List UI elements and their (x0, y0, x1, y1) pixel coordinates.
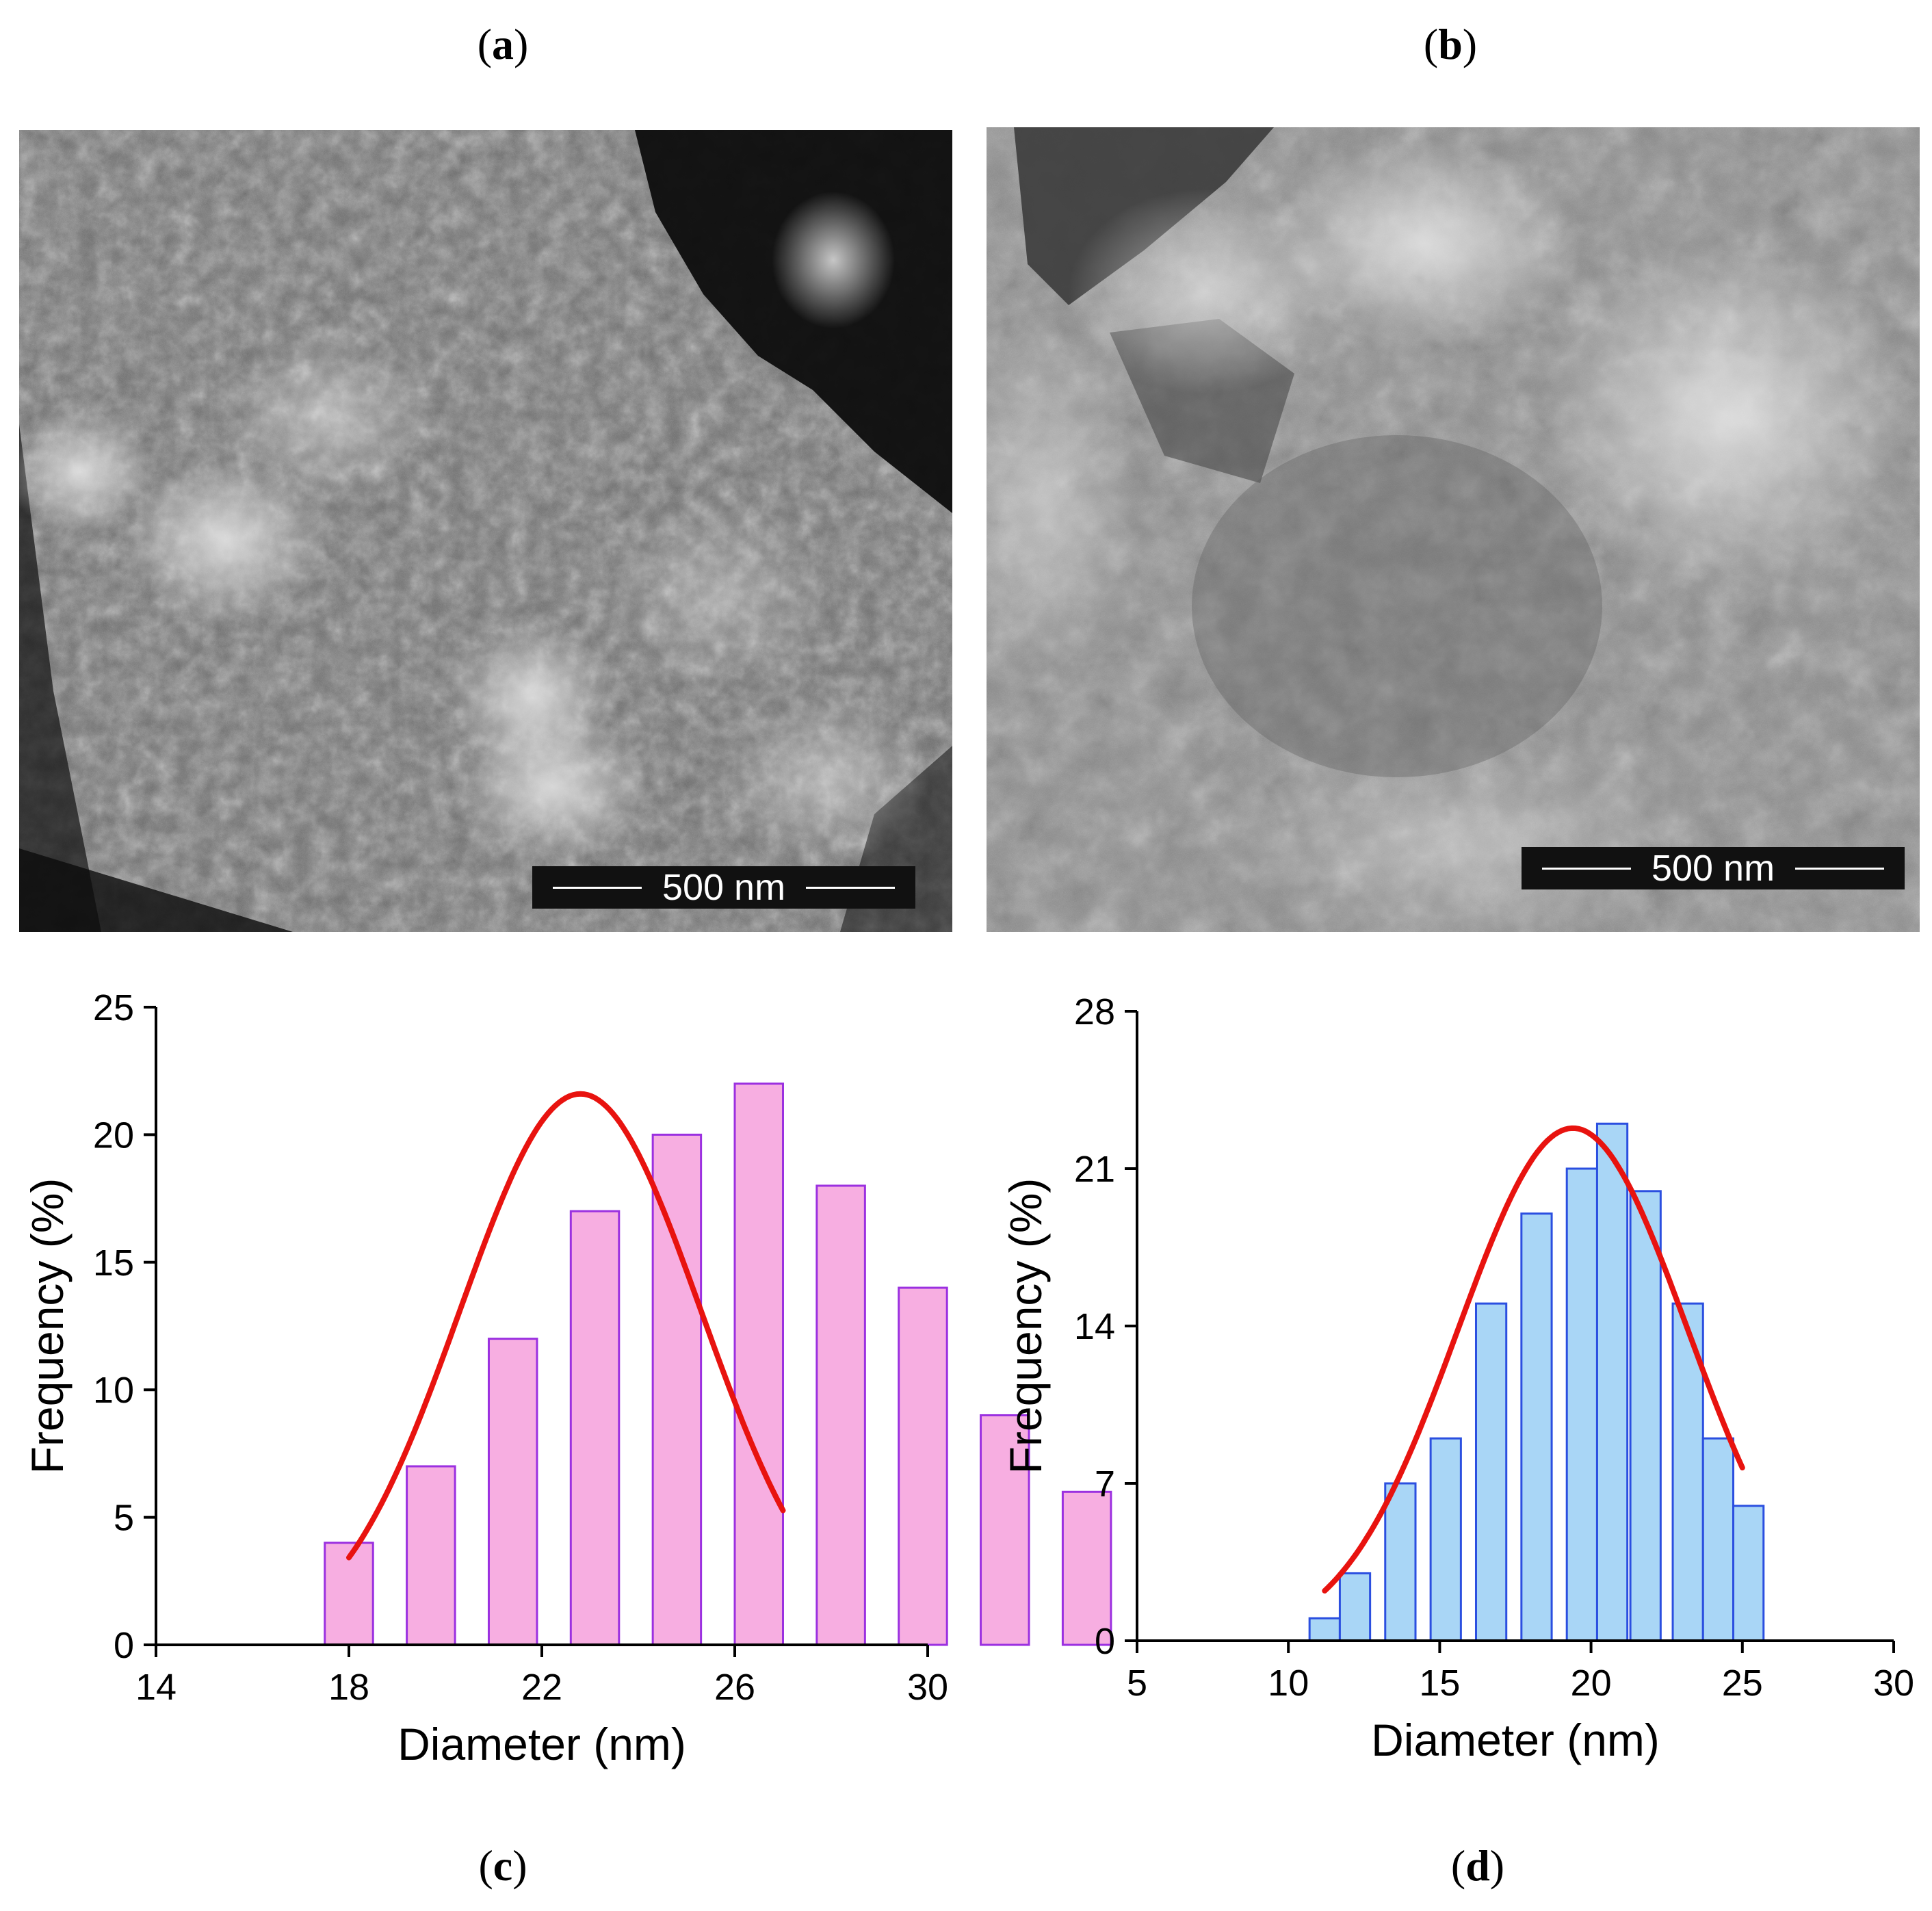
panel-label-a: (a) (477, 20, 529, 68)
histogram-chart-d: 5 10 15 20 25 30 0 7 14 21 28 Diameter (nm) Frequenc… (966, 958, 1932, 1779)
x-axis-label: Diameter (nm) (1371, 1715, 1660, 1765)
panel-label-d: (d) (1450, 1841, 1505, 1890)
sem-image-a: 500 nm (19, 130, 952, 932)
x-tick-label: 30 (907, 1667, 948, 1708)
x-tick-label: 10 (1268, 1663, 1309, 1704)
scale-label-a: 500 nm (662, 867, 786, 908)
histogram-bar (569, 1210, 621, 1646)
panel-label-c: (c) (478, 1841, 527, 1890)
histogram-bar (980, 1414, 1030, 1646)
gaussian-fit-curve (1322, 1125, 1745, 1594)
histogram-bar (733, 1082, 784, 1646)
y-tick-label: 5 (114, 1498, 134, 1539)
x-tick-label: 18 (328, 1667, 369, 1708)
histogram-bar (898, 1286, 948, 1646)
histogram-bar (1595, 1122, 1629, 1642)
x-tick-label: 22 (521, 1667, 562, 1708)
scale-line-right (806, 886, 895, 889)
histogram-bar (651, 1133, 703, 1646)
gaussian-fit-curve (346, 1091, 786, 1561)
y-tick-label: 0 (1095, 1621, 1115, 1662)
scale-label-b: 500 nm (1651, 848, 1775, 889)
scale-bar-b: 500 nm (1522, 847, 1905, 889)
x-tick-label: 25 (1722, 1663, 1763, 1704)
histogram-bar (487, 1338, 538, 1646)
y-axis-label: Frequency (%) (22, 1178, 73, 1474)
histogram-bar (1701, 1437, 1735, 1642)
histogram-bar (1520, 1212, 1553, 1642)
y-tick-label: 0 (114, 1625, 134, 1666)
y-tick-label: 28 (1074, 991, 1115, 1032)
histogram-svg-c: 14 18 22 26 30 0 5 10 15 20 25 Diameter (nm) Frequen… (22, 987, 1112, 1769)
x-tick-label: 14 (135, 1667, 177, 1708)
histogram-svg-d: 5 10 15 20 25 30 0 7 14 21 28 Diameter (nm) Frequenc… (1000, 991, 1914, 1765)
histogram-bar (1565, 1167, 1598, 1642)
histogram-bar (815, 1184, 866, 1646)
y-tick-label: 7 (1095, 1464, 1115, 1505)
histogram-bar (1629, 1190, 1662, 1642)
histogram-bar (406, 1465, 456, 1646)
histogram-bar (1732, 1505, 1765, 1642)
x-tick-label: 20 (1571, 1663, 1612, 1704)
y-tick-label: 14 (1074, 1306, 1115, 1347)
histogram-chart-c: 14 18 22 26 30 0 5 10 15 20 25 Diameter (nm) Frequen… (0, 958, 1112, 1779)
scale-line-left (553, 886, 642, 889)
histogram-bar (1474, 1302, 1508, 1642)
histogram-bar (1384, 1482, 1417, 1642)
x-axis-label: Diameter (nm) (397, 1719, 686, 1769)
panel-label-b: (b) (1423, 20, 1478, 68)
y-axis-label: Frequency (%) (1000, 1178, 1051, 1474)
scale-line-left (1542, 867, 1631, 870)
x-tick-label: 30 (1873, 1663, 1914, 1704)
y-tick-label: 21 (1074, 1149, 1115, 1190)
y-tick-label: 20 (93, 1115, 134, 1156)
y-tick-label: 15 (93, 1243, 134, 1284)
x-tick-label: 5 (1127, 1663, 1147, 1704)
histogram-bar (1429, 1437, 1462, 1642)
bars-group (1308, 1122, 1765, 1642)
x-tick-label: 15 (1419, 1663, 1460, 1704)
y-tick-label: 25 (93, 987, 134, 1028)
scale-bar-a: 500 nm (532, 866, 915, 909)
x-tick-label: 26 (714, 1667, 755, 1708)
bars-group (324, 1082, 1112, 1646)
scale-line-right (1795, 867, 1884, 870)
y-tick-label: 10 (93, 1370, 134, 1411)
sem-image-b: 500 nm (987, 127, 1920, 932)
histogram-bar (1338, 1572, 1372, 1642)
histogram-bar (1061, 1490, 1112, 1646)
histogram-bar (1308, 1617, 1341, 1642)
